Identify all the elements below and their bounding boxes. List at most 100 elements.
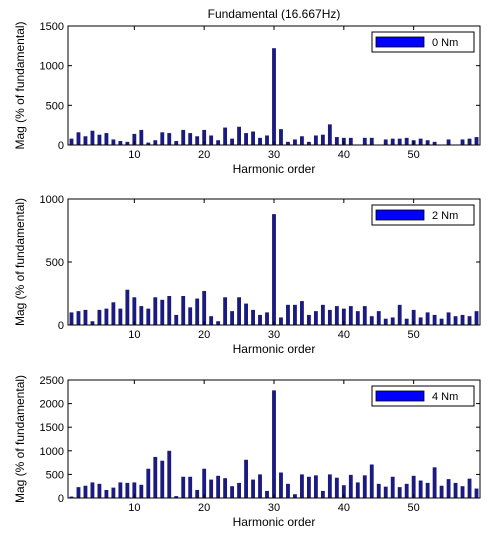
y-tick-label: 0: [58, 140, 64, 152]
bar: [160, 460, 165, 498]
bar: [369, 137, 374, 145]
bar: [97, 309, 102, 325]
bar: [327, 309, 332, 325]
x-tick-label: 40: [338, 149, 350, 161]
bar: [453, 316, 458, 325]
bar: [334, 477, 339, 498]
bar: [313, 475, 318, 498]
bar: [125, 289, 130, 325]
bar: [118, 141, 123, 145]
bar: [411, 309, 416, 325]
x-tick-label: 20: [198, 149, 210, 161]
bar: [167, 296, 172, 325]
bar: [97, 483, 102, 498]
bar: [174, 496, 179, 498]
bar: [474, 488, 479, 498]
bar: [279, 129, 283, 145]
bar: [216, 140, 221, 145]
bar: [258, 474, 262, 498]
x-tick-label: 20: [198, 502, 210, 514]
bar: [425, 140, 430, 145]
bar: [306, 141, 311, 145]
bar: [341, 485, 346, 498]
bar: [279, 472, 283, 498]
bar: [404, 137, 409, 145]
bar: [439, 318, 444, 325]
bar: [258, 314, 262, 325]
bar: [83, 309, 88, 325]
bar: [223, 127, 228, 145]
y-axis-label: Mag (% of fundamental): [13, 21, 27, 149]
bar: [160, 299, 165, 325]
bar: [209, 135, 214, 145]
x-tick-label: 10: [128, 329, 140, 341]
bar: [272, 48, 276, 145]
x-tick-label: 50: [408, 329, 420, 341]
bar: [202, 129, 207, 145]
bar: [118, 482, 123, 498]
bar: [432, 141, 437, 145]
bar: [286, 141, 290, 145]
x-tick-label: 10: [128, 149, 140, 161]
bar: [202, 290, 207, 325]
legend-label: 0 Nm: [432, 37, 458, 49]
bar: [383, 486, 388, 498]
y-axis-label: Mag (% of fundamental): [13, 198, 27, 326]
bar: [390, 476, 395, 498]
y-tick-label: 1000: [40, 61, 64, 73]
bar: [146, 468, 151, 498]
bar: [474, 311, 479, 325]
bar: [390, 317, 395, 325]
bar: [118, 308, 123, 325]
bar: [376, 483, 381, 498]
bar: [362, 306, 367, 325]
bar: [397, 487, 402, 498]
bar: [327, 124, 332, 145]
bar: [306, 314, 311, 325]
bar: [216, 475, 221, 498]
x-tick-label: 30: [268, 329, 280, 341]
bar: [139, 484, 144, 498]
y-tick-label: 1500: [40, 422, 64, 434]
bar: [160, 132, 165, 145]
legend: 4 Nm: [371, 385, 475, 407]
bar: [111, 487, 116, 498]
bar: [174, 314, 179, 325]
y-tick-label: 1000: [40, 446, 64, 458]
bar: [432, 314, 437, 325]
bar: [230, 311, 235, 325]
bar: [181, 296, 186, 325]
bar: [446, 139, 451, 145]
bar: [237, 126, 241, 145]
y-tick-label: 500: [46, 469, 64, 481]
bar: [104, 308, 109, 325]
bar: [111, 302, 116, 325]
bar: [439, 485, 444, 498]
y-tick-label: 500: [46, 257, 64, 269]
figure-title: Fundamental (16.667Hz): [208, 7, 341, 21]
x-tick-label: 30: [268, 502, 280, 514]
bar: [188, 307, 193, 325]
bar: [355, 311, 360, 325]
bar: [272, 390, 276, 498]
bar: [467, 316, 472, 325]
bar: [272, 214, 276, 325]
x-tick-label: 40: [338, 502, 350, 514]
bar: [265, 490, 269, 498]
bar: [397, 304, 402, 325]
bar: [320, 490, 325, 498]
bar: [244, 133, 248, 145]
bar: [167, 450, 172, 498]
bar: [132, 133, 137, 145]
bar: [237, 297, 241, 325]
bar: [313, 135, 318, 145]
bar: [411, 475, 416, 498]
x-tick-label: 30: [268, 149, 280, 161]
bar: [181, 129, 186, 145]
bar: [195, 489, 200, 498]
bar: [188, 133, 193, 145]
x-axis-label: Harmonic order: [233, 515, 316, 529]
legend-swatch: [375, 36, 425, 48]
